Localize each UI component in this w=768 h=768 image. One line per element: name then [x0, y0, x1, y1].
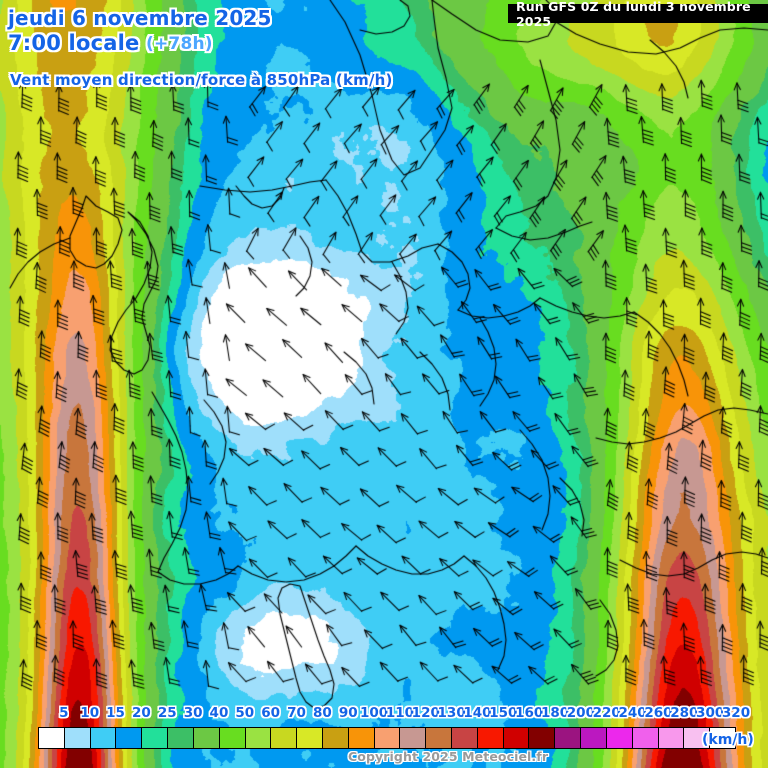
legend-tick: 110 — [385, 705, 415, 721]
legend-tick: 260 — [644, 705, 673, 721]
legend-swatch — [477, 728, 504, 748]
copyright-label: Copyright 2025 Meteociel.fr — [348, 749, 549, 764]
legend-tick: 240 — [618, 705, 647, 721]
legend-tick: 180 — [540, 705, 570, 721]
legend-tick: 100 — [359, 705, 389, 721]
legend-swatch — [710, 728, 735, 748]
legend-swatch — [193, 728, 220, 748]
legend-swatch — [39, 728, 65, 748]
legend-swatch — [271, 728, 298, 748]
legend-swatch — [374, 728, 401, 748]
legend-tick: 320 — [721, 705, 751, 721]
legend-tick: 90 — [338, 705, 358, 721]
legend-tick: 220 — [592, 705, 621, 721]
legend-tick: 160 — [515, 705, 544, 721]
legend-swatch — [452, 728, 478, 748]
legend-tick: 200 — [566, 705, 595, 721]
legend-tick-labels: 5 10 15 20 25 30 40 50 60 70 80 90 100 110 120 130 140 15… — [0, 705, 768, 727]
legend-swatch — [632, 728, 659, 748]
legend-swatch — [606, 728, 633, 748]
legend-swatch — [555, 728, 582, 748]
forecast-parameter-label: Vent moyen direction/force à 850hPa (km/… — [10, 71, 393, 89]
model-run-banner: Run GFS 0Z du lundi 3 novembre 2025 — [508, 0, 768, 29]
legend-swatch — [322, 728, 349, 748]
legend-swatch — [142, 728, 169, 748]
legend-swatch — [503, 728, 530, 748]
legend-color-bar — [38, 727, 736, 749]
legend-tick: 280 — [670, 705, 699, 721]
legend-tick: 25 — [157, 705, 177, 721]
legend-tick: 120 — [411, 705, 440, 721]
legend-tick: 30 — [183, 705, 203, 721]
forecast-date-label: jeudi 6 novembre 2025 — [8, 6, 272, 30]
legend-tick: 70 — [287, 705, 306, 721]
legend-tick: 10 — [80, 705, 100, 721]
legend-tick: 60 — [261, 705, 281, 721]
legend-swatch — [400, 728, 427, 748]
legend-swatch — [426, 728, 452, 748]
legend-swatch — [581, 728, 607, 748]
legend-tick: 20 — [132, 705, 151, 721]
legend-swatch — [64, 728, 91, 748]
legend-tick: 15 — [106, 705, 125, 721]
legend-tick: 150 — [489, 705, 518, 721]
legend-tick: 40 — [209, 705, 229, 721]
legend-swatch — [219, 728, 246, 748]
legend-tick: 80 — [312, 705, 332, 721]
legend-tick: 140 — [463, 705, 492, 721]
legend-swatch — [245, 728, 272, 748]
legend-tick: 300 — [696, 705, 725, 721]
legend-swatch — [90, 728, 117, 748]
legend-tick: 130 — [437, 705, 466, 721]
forecast-offset-label: (+78h) — [146, 34, 213, 54]
legend-swatch — [297, 728, 323, 748]
color-scale-legend: 5 10 15 20 25 30 40 50 60 70 80 90 100 110 120 130 140 15… — [0, 705, 768, 768]
legend-tick: 5 — [59, 705, 69, 721]
forecast-time-label: 7:00 locale — [8, 31, 140, 55]
legend-swatch — [116, 728, 143, 748]
legend-unit-label: (km/h) — [702, 732, 754, 748]
legend-tick: 50 — [235, 705, 255, 721]
legend-swatch — [348, 728, 375, 748]
legend-swatch — [168, 728, 194, 748]
legend-swatch — [658, 728, 685, 748]
legend-swatch — [684, 728, 711, 748]
legend-swatch — [529, 728, 556, 748]
